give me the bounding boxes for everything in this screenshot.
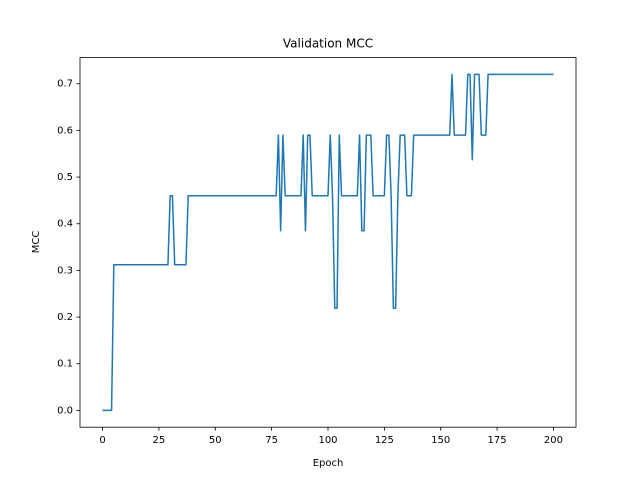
x-tick-label: 175 [488, 435, 507, 446]
y-tick-label: 0.1 [57, 359, 73, 370]
y-tick-label: 0.0 [57, 405, 73, 416]
chart-title: Validation MCC [283, 37, 373, 51]
x-tick-label: 25 [153, 435, 166, 446]
x-tick-label: 150 [431, 435, 450, 446]
y-axis-label: MCC [31, 231, 42, 254]
y-tick-label: 0.6 [57, 125, 73, 136]
y-tick-label: 0.7 [57, 79, 73, 90]
x-tick-label: 200 [544, 435, 563, 446]
y-tick-label: 0.2 [57, 312, 73, 323]
data-line [102, 73, 554, 412]
plot-frame [79, 57, 577, 428]
x-tick-label: 100 [318, 435, 337, 446]
y-tick-label: 0.5 [57, 172, 73, 183]
x-axis-label: Epoch [313, 458, 344, 469]
x-tick-label: 125 [375, 435, 394, 446]
x-tick-label: 75 [265, 435, 278, 446]
x-tick-label: 50 [209, 435, 222, 446]
y-tick-label: 0.4 [57, 219, 73, 230]
y-tick-label: 0.3 [57, 265, 73, 276]
x-tick-label: 0 [99, 435, 105, 446]
